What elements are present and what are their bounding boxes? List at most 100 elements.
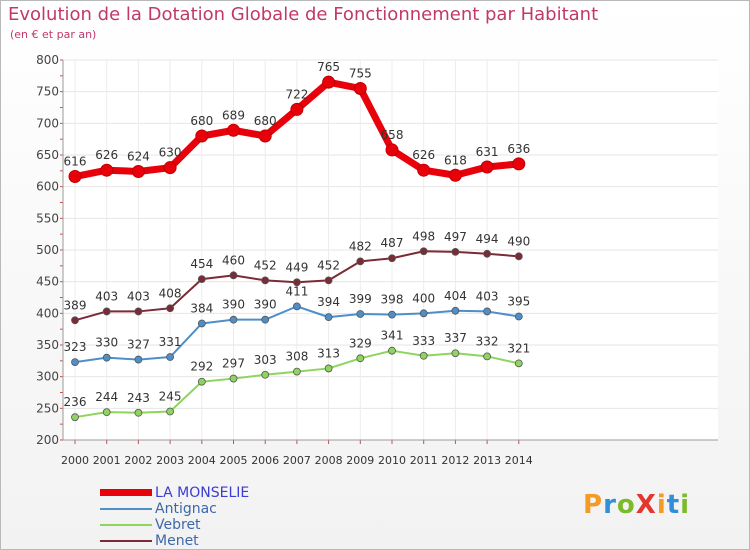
data-point [292,302,301,311]
data-point [100,163,114,177]
data-label: 390 [222,298,245,312]
data-point [324,364,333,373]
y-tick-label: 800 [36,53,59,67]
data-point [324,276,333,285]
data-label: 680 [254,114,277,128]
legend-swatch [100,508,152,510]
logo-letter: P [583,490,604,520]
data-point [356,354,365,363]
y-tick-label: 200 [36,433,59,447]
data-label: 337 [444,331,467,345]
x-tick-label: 2012 [441,454,469,467]
data-point [261,370,270,379]
data-point [166,407,175,416]
legend-swatch [100,524,152,526]
logo-letter: i [656,490,667,520]
y-tick-label: 400 [36,306,59,320]
data-label: 630 [159,146,182,160]
data-label: 658 [381,128,404,142]
data-label: 399 [349,292,372,306]
logo-letter: i [680,490,691,520]
data-point [451,247,460,256]
data-point [290,102,304,116]
data-label: 631 [476,145,499,159]
data-point [197,275,206,284]
data-label: 449 [285,260,308,274]
data-label: 765 [317,60,340,74]
data-label: 498 [412,229,435,243]
data-point [68,170,82,184]
data-label: 616 [64,155,87,169]
data-point [166,353,175,361]
data-point [229,271,238,280]
data-point [324,313,333,322]
data-label: 626 [412,148,435,162]
data-point [419,309,428,318]
data-label: 244 [95,390,118,404]
data-point [71,316,79,325]
data-label: 403 [127,289,150,303]
data-label: 341 [381,329,404,343]
data-label: 497 [444,230,467,244]
data-label: 395 [507,295,530,309]
y-tick-label: 350 [36,338,59,352]
data-point [102,408,111,417]
data-label: 452 [317,258,340,272]
y-tick-label: 300 [36,370,59,384]
data-label: 755 [349,67,372,81]
data-label: 297 [222,357,245,371]
data-point [229,374,238,383]
data-label: 329 [349,336,372,350]
logo-letter: r [603,490,617,520]
data-point [261,315,270,324]
data-label: 636 [507,142,530,156]
data-label: 236 [64,395,87,409]
data-point [134,408,143,417]
data-label: 452 [254,258,277,272]
logo-letter: o [616,490,636,520]
x-tick-label: 2008 [315,454,343,467]
data-point [451,306,460,315]
x-tick-label: 2003 [156,454,184,467]
proxiti-logo: ProXiti [583,490,690,520]
legend-label: Vebret [155,517,201,533]
data-label: 303 [254,353,277,367]
data-point [229,315,238,324]
data-label: 243 [127,391,150,405]
y-tick-label: 550 [36,211,59,225]
data-point [227,123,240,137]
data-label: 327 [127,338,150,352]
data-point [483,307,492,316]
y-tick-label: 450 [36,275,59,289]
data-point [483,352,492,361]
legend-label: LA MONSELIE [155,485,250,501]
data-label: 454 [190,257,213,271]
data-point [134,307,143,316]
logo-letter: t [666,490,681,520]
data-label: 403 [95,289,118,303]
data-point [514,252,523,261]
y-tick-label: 250 [36,401,59,415]
data-point [71,358,79,367]
data-point [512,157,526,171]
data-label: 490 [507,234,530,248]
data-point [261,276,270,285]
data-point [71,413,79,422]
data-label: 689 [222,108,245,122]
chart-subtitle: (en € et par an) [10,28,97,41]
data-label: 389 [64,298,87,312]
data-point [134,355,143,364]
data-label: 331 [159,335,182,349]
data-point [388,254,396,263]
data-label: 384 [190,301,213,315]
data-label: 624 [127,149,150,163]
x-tick-label: 2013 [473,454,501,467]
x-tick-label: 2004 [188,454,216,467]
x-tick-label: 2002 [124,454,152,467]
y-tick-label: 650 [36,148,59,162]
data-label: 404 [444,289,467,303]
legend-label: Antignac [155,501,217,517]
data-point [102,307,111,316]
data-point [258,129,272,143]
